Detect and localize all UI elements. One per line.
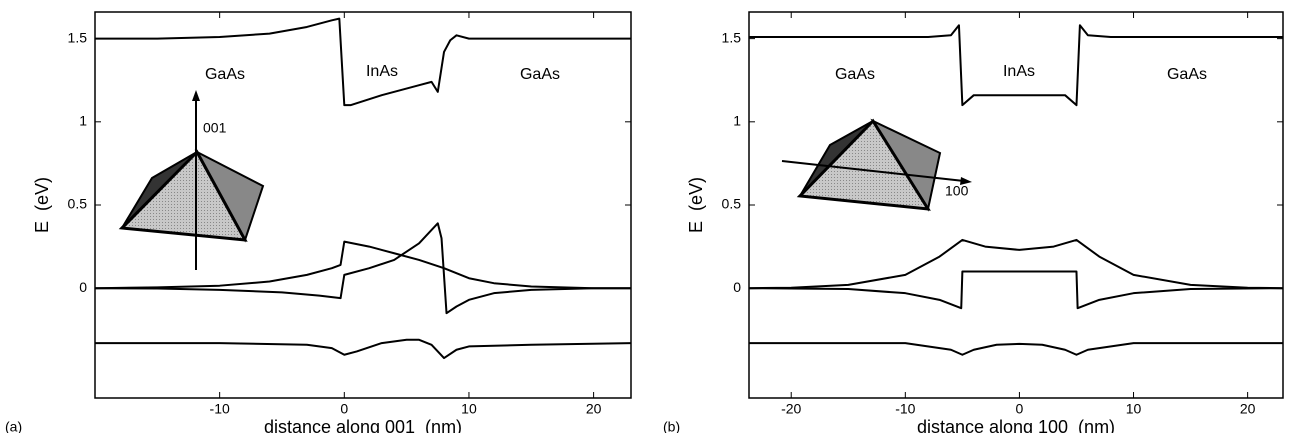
x-tick-label: 10 — [461, 401, 477, 417]
y-tick-label: 1 — [733, 113, 741, 129]
y-tick-label: 1.5 — [68, 29, 88, 45]
series-line — [94, 222, 631, 315]
series-line — [95, 338, 632, 360]
y-tick-label: 0 — [79, 279, 87, 295]
series-line — [94, 240, 631, 290]
x-tick-label: -10 — [895, 401, 915, 417]
x-tick-label: 0 — [1016, 401, 1024, 417]
series-line — [749, 24, 1283, 107]
y-tick-label: 1.5 — [722, 29, 742, 45]
x-tick-label: -10 — [210, 401, 230, 417]
pyramid-inset-b — [781, 118, 972, 212]
y-tick-label: 0.5 — [68, 196, 88, 212]
pyramid-inset-a — [118, 90, 265, 270]
y-tick-label: 0.5 — [722, 196, 742, 212]
x-axis-label: distance along 100 (nm) — [917, 417, 1115, 433]
x-tick-label: 20 — [1240, 401, 1256, 417]
series-line — [95, 17, 631, 107]
annotation: InAs — [1003, 63, 1035, 80]
x-tick-label: 0 — [340, 401, 348, 417]
x-tick-label: -20 — [781, 401, 801, 417]
x-tick-label: 20 — [586, 401, 602, 417]
panel-label: (a) — [5, 419, 22, 433]
y-tick-label: 0 — [733, 279, 741, 295]
y-axis-label: E (eV) — [686, 177, 706, 233]
x-tick-label: 10 — [1126, 401, 1142, 417]
annotation: 100 — [945, 183, 969, 199]
annotation: InAs — [366, 63, 398, 80]
series-line — [748, 270, 1284, 310]
series-line — [749, 342, 1283, 356]
y-tick-label: 1 — [79, 113, 87, 129]
annotation: GaAs — [520, 66, 560, 83]
annotation: GaAs — [835, 66, 875, 83]
annotation: 001 — [203, 120, 227, 136]
panel-label: (b) — [663, 419, 680, 433]
annotation: GaAs — [1167, 66, 1207, 83]
x-axis-label: distance along 001 (nm) — [264, 417, 462, 433]
series-line — [748, 238, 1284, 290]
y-axis-label: E (eV) — [32, 177, 52, 233]
annotation: GaAs — [205, 66, 245, 83]
